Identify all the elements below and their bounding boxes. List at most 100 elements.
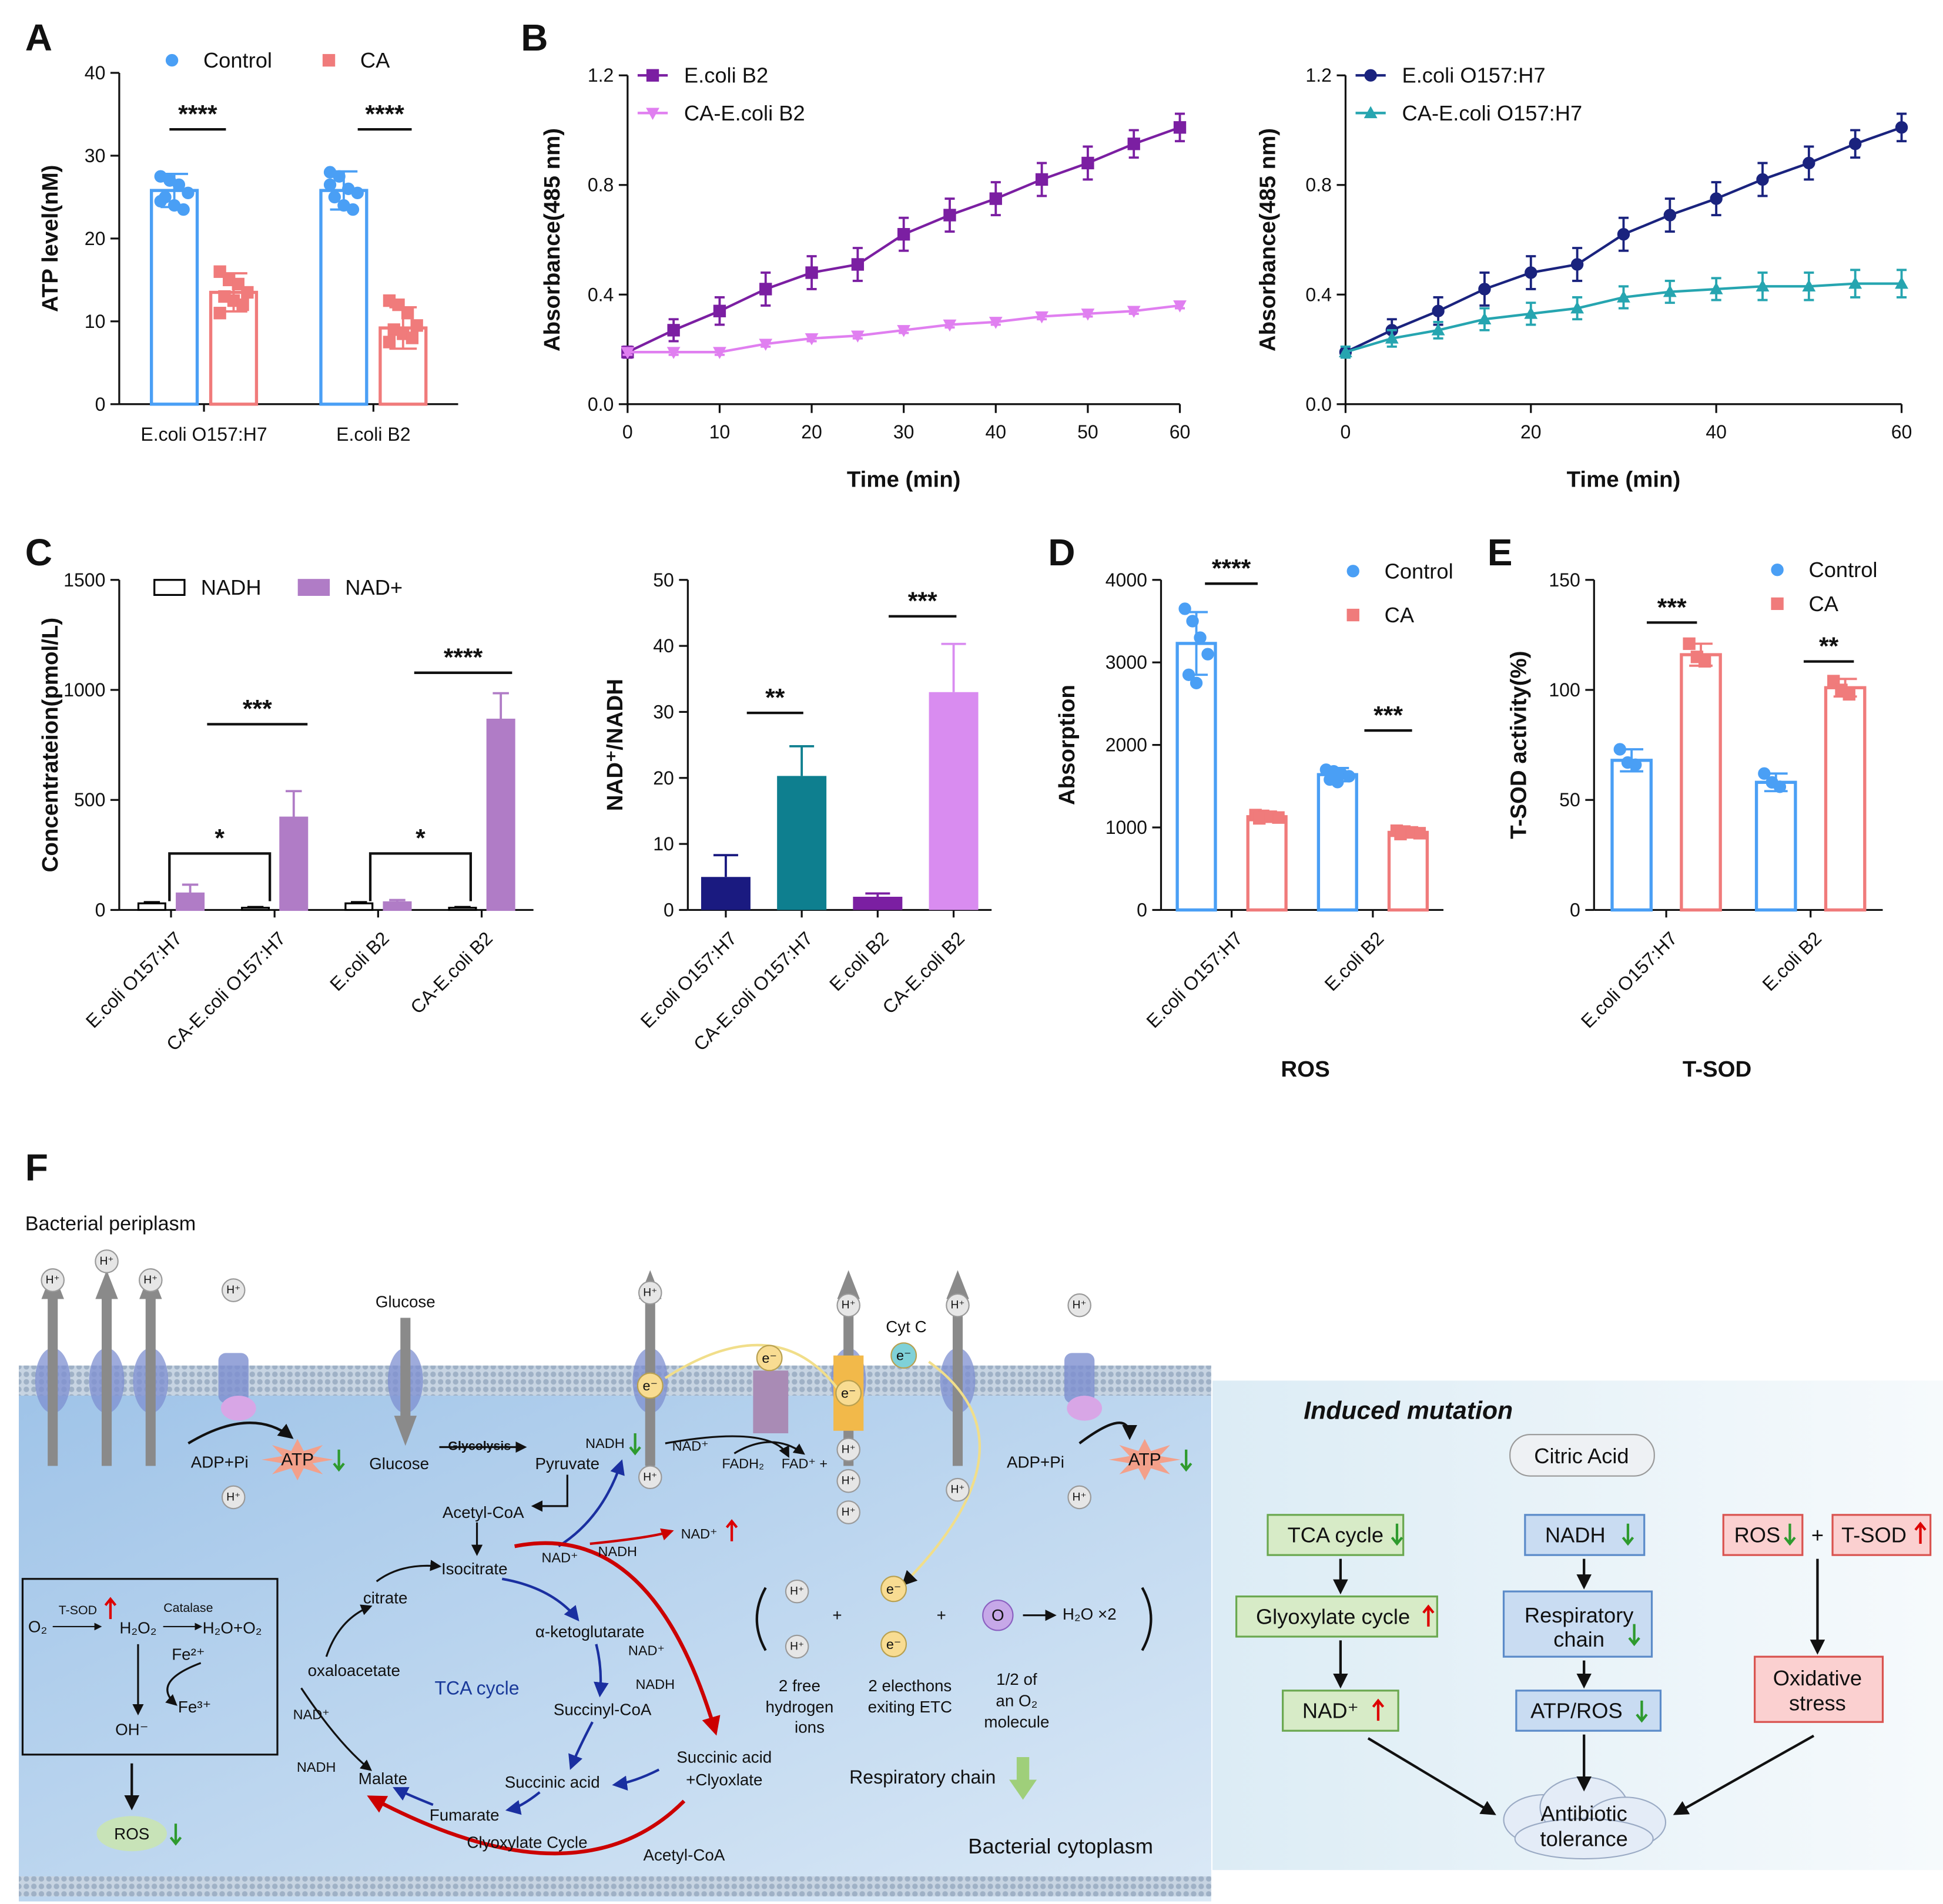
x-tick-label: E.coli O157:H7 — [1142, 927, 1247, 1032]
x-tick-label: E.coli B2 — [1758, 927, 1825, 995]
marker — [1663, 284, 1677, 297]
proton-label: H⁺ — [790, 1585, 804, 1598]
diagram-label: oxaloacetate — [308, 1661, 400, 1680]
marker — [1849, 138, 1862, 150]
trend-arrow — [1628, 1624, 1640, 1647]
x-tick-label: 40 — [985, 421, 1006, 443]
marker — [1173, 300, 1187, 313]
arrow — [558, 1459, 625, 1548]
y-tick-label: 50 — [1559, 789, 1580, 810]
marker — [1478, 312, 1492, 324]
legend-label: CA — [360, 48, 390, 72]
marker — [1346, 608, 1359, 622]
data-point — [241, 286, 254, 299]
diagram-label: Pyruvate — [535, 1454, 600, 1473]
diagram-label: 2 electhons — [868, 1677, 952, 1695]
flux-arrow — [95, 1270, 118, 1466]
panel-label: D — [1048, 531, 1075, 574]
data-point — [323, 178, 337, 191]
diagram-label: NADH — [585, 1436, 625, 1451]
diagram-label: + — [832, 1606, 842, 1624]
marker — [1173, 121, 1187, 134]
diagram-label: NAD⁺ — [672, 1438, 709, 1453]
x-tick-label: 30 — [893, 421, 914, 443]
flow-box — [1831, 1514, 1932, 1556]
data-point — [1758, 767, 1771, 780]
bar — [929, 692, 979, 910]
diagram-label: + — [937, 1606, 946, 1624]
x-tick-label: 60 — [1170, 421, 1191, 443]
trend-arrow — [1422, 1604, 1435, 1627]
atp-synthase-head — [1067, 1395, 1103, 1421]
trend-arrow — [1180, 1449, 1192, 1472]
x-tick-label: 50 — [1077, 421, 1098, 443]
y-tick-label: 30 — [85, 145, 106, 166]
diagram-label: Acetyl-CoA — [644, 1846, 725, 1864]
proton — [946, 1293, 970, 1318]
bar — [1610, 759, 1653, 912]
data-point — [232, 277, 244, 291]
trend-arrow — [1914, 1521, 1927, 1544]
significance-label: ** — [765, 684, 785, 712]
diagram-label: molecule — [984, 1713, 1049, 1731]
legend-label: CA-E.coli B2 — [684, 101, 805, 125]
diagram-label: +Clyoxlate — [686, 1771, 762, 1789]
flow-box — [1235, 1595, 1438, 1638]
marker — [1756, 173, 1769, 186]
legend-label: CA — [1808, 592, 1838, 616]
data-point — [392, 298, 405, 311]
diagram-label: Bacterial cytoplasm — [968, 1834, 1153, 1858]
diagram-label: FADH₂ — [722, 1456, 764, 1471]
bar — [344, 902, 374, 911]
trend-arrow — [169, 1823, 182, 1846]
diagram-label: FAD⁺ + — [782, 1456, 828, 1471]
trend-arrow — [1622, 1523, 1634, 1546]
marker — [1570, 301, 1584, 314]
diagram-label: TCA cycle — [434, 1678, 519, 1699]
electron-label: e⁻ — [762, 1350, 776, 1366]
bar — [777, 776, 827, 910]
legend-label: Control — [203, 48, 272, 72]
diagram-label: O₂ — [28, 1617, 47, 1635]
data-point — [1186, 615, 1199, 628]
marker — [989, 192, 1002, 205]
data-point — [182, 186, 195, 200]
cloud — [1514, 1818, 1654, 1860]
arrow — [514, 1541, 721, 1736]
proton — [638, 1280, 662, 1305]
flow-box — [1754, 1655, 1884, 1723]
y-tick-label: 0.8 — [1305, 175, 1332, 196]
proton — [785, 1634, 809, 1659]
proton-label: H⁺ — [790, 1641, 804, 1653]
arrow — [531, 1474, 568, 1512]
diagram-label: T-SOD — [1841, 1523, 1907, 1547]
marker — [713, 347, 726, 360]
bar — [1387, 830, 1429, 912]
atp-star — [262, 1439, 334, 1481]
flux-arrow — [946, 1270, 969, 1466]
arrow — [1367, 1737, 1496, 1815]
diagram-label: NADH — [598, 1544, 637, 1559]
marker — [1771, 597, 1784, 611]
arrow — [505, 1791, 541, 1815]
y-axis-label: Concentrateion(pmol/L) — [38, 618, 63, 872]
y-tick-label: 1.2 — [588, 65, 614, 86]
marker — [1895, 121, 1908, 134]
marker — [1364, 106, 1378, 119]
marker — [1432, 304, 1445, 317]
x-axis-label: Time (min) — [847, 467, 961, 492]
proton-label: H⁺ — [226, 1284, 240, 1296]
data-point — [1331, 776, 1344, 789]
marker — [1127, 306, 1141, 319]
legend-label: CA-E.coli O157:H7 — [1402, 101, 1583, 125]
flux-arrow — [139, 1270, 162, 1466]
bar — [279, 816, 309, 911]
data-point — [236, 298, 249, 311]
data-point — [383, 336, 396, 348]
proton — [785, 1579, 809, 1604]
marker — [1570, 258, 1584, 271]
panel-label: E — [1488, 531, 1513, 574]
marker — [713, 304, 726, 317]
arrow — [187, 1422, 294, 1444]
x-tick-label: 0 — [622, 421, 633, 443]
